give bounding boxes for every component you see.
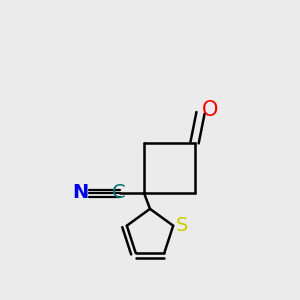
Text: O: O xyxy=(202,100,218,121)
Text: S: S xyxy=(175,216,188,235)
Text: C: C xyxy=(112,183,126,202)
Text: N: N xyxy=(73,183,89,202)
